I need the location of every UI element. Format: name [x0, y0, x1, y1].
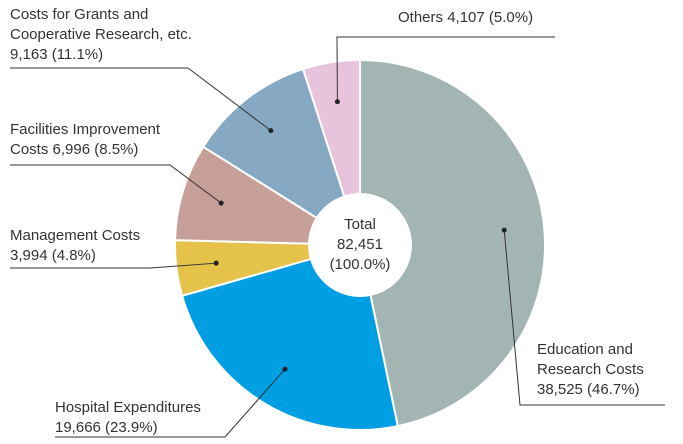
- leader-dot: [501, 227, 507, 233]
- donut-hole: [308, 193, 412, 297]
- leader-line: [10, 164, 222, 204]
- category-label: Others: [398, 9, 444, 26]
- center-total: 82,451: [337, 236, 383, 253]
- slice-label: Costs for Grants and Cooperative Researc…: [10, 5, 205, 65]
- category-label: Management Costs: [10, 227, 141, 244]
- slice: [201, 67, 362, 248]
- category-label: Facilities Improvement Costs: [10, 121, 161, 158]
- slice-label: Management Costs 3,994 (4.8%): [10, 226, 150, 266]
- value-label: 4,107 (5.0%): [447, 9, 534, 26]
- leader-line: [10, 262, 217, 269]
- category-label: Hospital Expenditures: [55, 399, 201, 416]
- slice-label: Hospital Expenditures 19,666 (23.9%): [55, 398, 240, 438]
- slice-label: Facilities Improvement Costs 6,996 (8.5%…: [10, 120, 188, 160]
- leader-dot: [334, 99, 340, 105]
- value-label: 3,994 (4.8%): [10, 247, 96, 264]
- category-label: Education and Research Costs: [537, 341, 644, 378]
- leader-dot: [282, 366, 288, 372]
- category-label: Costs for Grants and Cooperative Researc…: [10, 6, 192, 43]
- slice: [174, 145, 364, 247]
- slice-label: Others 4,107 (5.0%): [398, 8, 598, 28]
- value-label: 38,525 (46.7%): [537, 381, 640, 398]
- leader-dot: [213, 260, 219, 266]
- slice: [359, 58, 546, 428]
- center-title: Total: [344, 216, 376, 233]
- slice-label: Education and Research Costs 38,525 (46.…: [537, 340, 665, 400]
- leader-line: [336, 36, 555, 102]
- leader-line: [503, 230, 665, 406]
- leader-line: [10, 67, 272, 132]
- leader-line: [55, 368, 286, 438]
- leader-dot: [218, 200, 224, 206]
- center-share: (100.0%): [330, 256, 391, 273]
- value-label: 9,163 (11.1%): [10, 46, 104, 63]
- value-label: 19,666 (23.9%): [55, 419, 158, 436]
- value-label: 6,996 (8.5%): [52, 141, 139, 158]
- leader-dot: [268, 128, 274, 134]
